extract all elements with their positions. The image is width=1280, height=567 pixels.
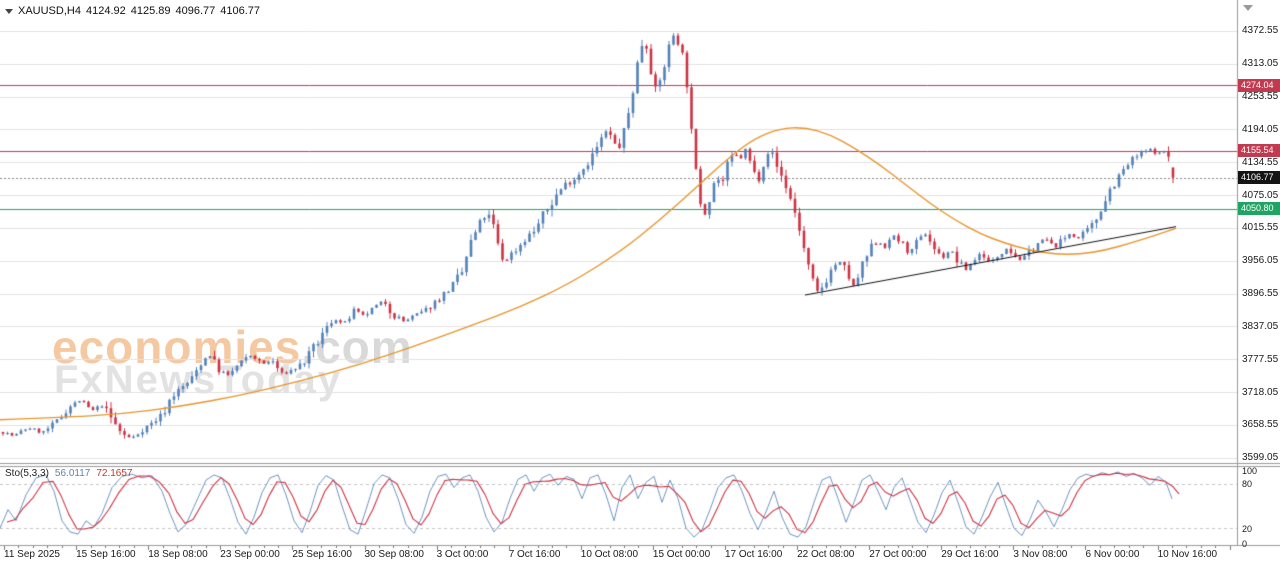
price-axis-tick: 3718.05: [1242, 386, 1279, 398]
time-axis-label: 17 Oct 16:00: [725, 549, 783, 560]
price-axis-tick: 4194.05: [1242, 123, 1279, 135]
time-axis-label: 10 Oct 08:00: [580, 549, 639, 560]
price-axis-tick: 3658.55: [1242, 419, 1279, 431]
time-axis-label: 10 Nov 16:00: [1157, 549, 1218, 560]
stochastic-name: Sto(5,3,3): [5, 468, 49, 479]
stochastic-k-value: 56.0117: [54, 468, 91, 479]
time-axis-label: 18 Sep 08:00: [148, 549, 208, 560]
price-axis-tick: 3777.55: [1242, 353, 1279, 365]
symbol-timeframe: XAUUSD,H4: [18, 5, 81, 17]
symbol-dropdown-icon[interactable]: [5, 8, 13, 14]
sto-axis-label: 100: [1242, 466, 1258, 476]
chart-shift-icon[interactable]: [1243, 5, 1253, 11]
price-line-badge: 4274.04: [1238, 78, 1280, 92]
time-axis-label: 22 Oct 08:00: [797, 549, 855, 560]
price-axis-tick: 4015.55: [1242, 222, 1279, 234]
time-axis-label: 15 Sep 16:00: [76, 549, 136, 560]
time-axis-label: 11 Sep 2025: [4, 549, 60, 560]
quote-close: 4106.77: [220, 5, 261, 17]
price-axis-tick: 3896.55: [1242, 288, 1279, 300]
price-line-badge: 4050.80: [1238, 202, 1280, 216]
price-axis-tick: 4075.05: [1242, 189, 1279, 201]
price-axis-tick: 3837.05: [1242, 320, 1279, 332]
time-axis-label: 29 Oct 16:00: [941, 549, 999, 560]
quote-high: 4125.89: [130, 5, 171, 17]
time-axis-label: 3 Nov 08:00: [1013, 549, 1068, 560]
stochastic-label: Sto(5,3,3) 56.0117 72.1657: [5, 468, 132, 479]
price-line-badge: 4106.77: [1238, 171, 1280, 185]
price-axis-tick: 4253.55: [1242, 91, 1279, 103]
time-axis-label: 27 Oct 00:00: [869, 549, 927, 560]
sto-axis-label: 80: [1242, 479, 1253, 490]
price-axis-tick: 4134.55: [1242, 156, 1279, 168]
quote-open: 4124.92: [85, 5, 126, 17]
time-axis-label: 30 Sep 08:00: [364, 549, 425, 560]
time-axis-label: 7 Oct 16:00: [508, 549, 561, 560]
price-axis-tick: 3956.05: [1242, 255, 1279, 267]
time-axis-label: 15 Oct 00:00: [652, 549, 711, 560]
sto-axis-label: 0: [1242, 538, 1248, 549]
price-axis-tick: 4313.05: [1242, 58, 1279, 70]
stochastic-d-value: 72.1657: [96, 468, 133, 479]
quote-low: 4096.77: [175, 5, 216, 17]
chart-header: XAUUSD,H4 4124.92 4125.89 4096.77 4106.7…: [5, 4, 260, 18]
price-axis-tick: 4372.55: [1242, 25, 1279, 37]
time-axis-label: 25 Sep 16:00: [292, 549, 352, 560]
time-axis-label: 23 Sep 00:00: [220, 549, 280, 560]
time-axis-label: 6 Nov 00:00: [1085, 549, 1140, 560]
price-axis-tick: 3599.05: [1242, 452, 1279, 464]
time-axis-label: 3 Oct 00:00: [436, 549, 489, 560]
price-line-badge: 4155.54: [1238, 144, 1280, 158]
sto-axis-label: 20: [1242, 523, 1253, 534]
